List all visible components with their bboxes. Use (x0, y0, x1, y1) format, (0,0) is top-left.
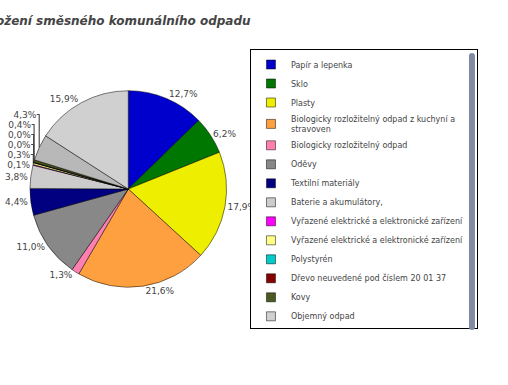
svg-text:17,9%: 17,9% (227, 201, 257, 212)
svg-text:Objemný odpad: Objemný odpad (291, 312, 355, 321)
svg-text:Textilní materiály: Textilní materiály (290, 179, 360, 188)
svg-text:4,3%: 4,3% (13, 110, 36, 120)
svg-text:Sklo: Sklo (291, 80, 308, 89)
svg-text:0,1%: 0,1% (7, 160, 30, 170)
svg-text:15,9%: 15,9% (50, 94, 79, 104)
svg-text:Biologicky rozložitelný odpad: Biologicky rozložitelný odpad (291, 141, 407, 150)
svg-text:Biologicky rozložitelný odpad: Biologicky rozložitelný odpad z kuchyní … (291, 115, 455, 134)
svg-text:Papír a lepenka: Papír a lepenka (291, 61, 353, 70)
svg-text:Složení směsného komunálního o: Složení směsného komunálního odpadu (0, 14, 251, 28)
svg-text:0,4%: 0,4% (8, 120, 31, 130)
svg-text:Oděvy: Oděvy (291, 160, 317, 169)
svg-text:Vyřazené elektrické a elektron: Vyřazené elektrické a elektronické zaříz… (291, 216, 463, 226)
svg-text:Baterie a akumulátory,: Baterie a akumulátory, (291, 198, 383, 207)
svg-text:1,3%: 1,3% (50, 270, 73, 280)
svg-text:Polystyrén: Polystyrén (291, 254, 333, 264)
svg-text:0,3%: 0,3% (8, 150, 31, 160)
svg-text:4,4%: 4,4% (5, 197, 28, 207)
svg-text:Dřevo neuvedené pod číslem 20: Dřevo neuvedené pod číslem 20 01 37 (291, 273, 446, 283)
svg-text:Plasty: Plasty (291, 99, 315, 108)
svg-text:Vyřazené elektrické a elektron: Vyřazené elektrické a elektronické zaříz… (291, 235, 463, 245)
svg-text:6,2%: 6,2% (213, 129, 236, 139)
svg-text:11,0%: 11,0% (17, 242, 46, 252)
svg-text:Kovy: Kovy (291, 293, 310, 302)
svg-text:21,6%: 21,6% (146, 286, 175, 296)
svg-text:3,8%: 3,8% (5, 172, 28, 182)
svg-text:0,0%: 0,0% (8, 130, 31, 140)
svg-text:12,7%: 12,7% (169, 89, 198, 99)
svg-text:0,0%: 0,0% (8, 140, 31, 150)
